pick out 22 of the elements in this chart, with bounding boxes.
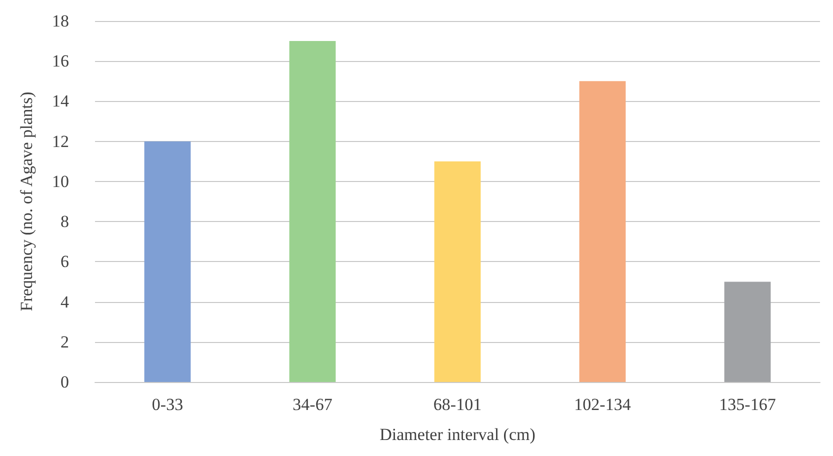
x-axis-title: Diameter interval (cm) (380, 425, 536, 444)
y-tick-label: 6 (60, 252, 69, 272)
bar (289, 41, 336, 382)
y-tick-label: 4 (60, 292, 70, 312)
y-tick-label: 16 (52, 52, 69, 71)
y-tick-label: 8 (60, 212, 69, 232)
x-tick-label: 102-134 (574, 395, 632, 414)
bar (579, 81, 626, 382)
y-tick-label: 14 (52, 92, 70, 111)
x-tick-label: 0-33 (152, 395, 184, 414)
x-tick-label: 135-167 (719, 395, 776, 414)
x-tick-label: 68-101 (433, 395, 482, 414)
y-tick-label: 0 (60, 372, 69, 392)
y-tick-label: 2 (60, 332, 69, 352)
bar (434, 161, 481, 382)
y-tick-label: 10 (52, 172, 69, 191)
y-tick-label: 12 (52, 132, 69, 151)
bar (724, 282, 771, 382)
bar (144, 141, 191, 382)
y-tick-label: 18 (52, 12, 69, 30)
x-tick-label: 34-67 (292, 395, 333, 414)
y-axis-title: Frequency (no. of Agave plants) (17, 92, 36, 312)
